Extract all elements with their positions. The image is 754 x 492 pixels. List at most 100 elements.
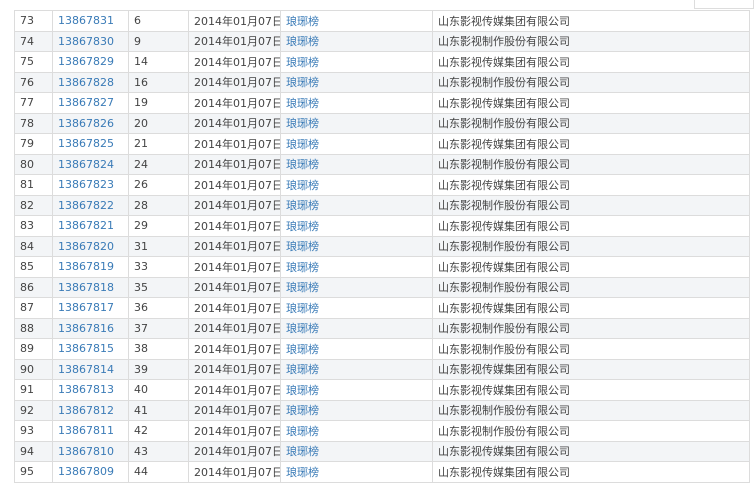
- applicant: 山东影视制作股份有限公司: [432, 276, 750, 298]
- trademark-name[interactable]: 琅琊榜: [280, 112, 433, 134]
- applicant: 山东影视制作股份有限公司: [432, 399, 750, 421]
- class-number: 24: [128, 153, 189, 175]
- date: 2014年01月07日: [188, 153, 281, 175]
- registration-number[interactable]: 13867818: [52, 276, 129, 298]
- trademark-name[interactable]: 琅琊榜: [280, 358, 433, 380]
- table-row: 73 13867831 6 2014年01月07日 琅琊榜 山东影视传媒集团有限公司: [14, 10, 750, 32]
- date: 2014年01月07日: [188, 379, 281, 401]
- class-number: 36: [128, 297, 189, 319]
- registration-number[interactable]: 13867812: [52, 399, 129, 421]
- table-row: 84 13867820 31 2014年01月07日 琅琊榜 山东影视制作股份有限公司: [14, 235, 750, 257]
- applicant: 山东影视传媒集团有限公司: [432, 10, 750, 32]
- date: 2014年01月07日: [188, 338, 281, 360]
- row-index: 83: [14, 215, 53, 237]
- registration-number[interactable]: 13867815: [52, 338, 129, 360]
- applicant: 山东影视制作股份有限公司: [432, 338, 750, 360]
- table-row: 88 13867816 37 2014年01月07日 琅琊榜 山东影视制作股份有限公司: [14, 317, 750, 339]
- date: 2014年01月07日: [188, 256, 281, 278]
- registration-number[interactable]: 13867816: [52, 317, 129, 339]
- date: 2014年01月07日: [188, 71, 281, 93]
- registration-number[interactable]: 13867831: [52, 10, 129, 32]
- registration-number[interactable]: 13867819: [52, 256, 129, 278]
- row-index: 86: [14, 276, 53, 298]
- table-row: 80 13867824 24 2014年01月07日 琅琊榜 山东影视制作股份有限公司: [14, 153, 750, 175]
- table-row: 76 13867828 16 2014年01月07日 琅琊榜 山东影视制作股份有限公司: [14, 71, 750, 93]
- registration-number[interactable]: 13867822: [52, 194, 129, 216]
- row-index: 88: [14, 317, 53, 339]
- trademark-name[interactable]: 琅琊榜: [280, 194, 433, 216]
- class-number: 16: [128, 71, 189, 93]
- applicant: 山东影视传媒集团有限公司: [432, 133, 750, 155]
- table-row: 82 13867822 28 2014年01月07日 琅琊榜 山东影视制作股份有限公司: [14, 194, 750, 216]
- row-index: 80: [14, 153, 53, 175]
- registration-number[interactable]: 13867825: [52, 133, 129, 155]
- trademark-name[interactable]: 琅琊榜: [280, 317, 433, 339]
- date: 2014年01月07日: [188, 112, 281, 134]
- row-index: 89: [14, 338, 53, 360]
- registration-number[interactable]: 13867810: [52, 440, 129, 462]
- trademark-name[interactable]: 琅琊榜: [280, 297, 433, 319]
- row-index: 77: [14, 92, 53, 114]
- class-number: 31: [128, 235, 189, 257]
- trademark-name[interactable]: 琅琊榜: [280, 51, 433, 73]
- registration-number[interactable]: 13867811: [52, 420, 129, 442]
- date: 2014年01月07日: [188, 317, 281, 339]
- trademark-name[interactable]: 琅琊榜: [280, 92, 433, 114]
- date: 2014年01月07日: [188, 10, 281, 32]
- registration-number[interactable]: 13867813: [52, 379, 129, 401]
- trademark-table: 73 13867831 6 2014年01月07日 琅琊榜 山东影视传媒集团有限公司 74 1…: [14, 10, 750, 483]
- row-index: 76: [14, 71, 53, 93]
- registration-number[interactable]: 13867827: [52, 92, 129, 114]
- registration-number[interactable]: 13867829: [52, 51, 129, 73]
- registration-number[interactable]: 13867821: [52, 215, 129, 237]
- applicant: 山东影视制作股份有限公司: [432, 30, 750, 52]
- trademark-name[interactable]: 琅琊榜: [280, 153, 433, 175]
- trademark-name[interactable]: 琅琊榜: [280, 10, 433, 32]
- trademark-name[interactable]: 琅琊榜: [280, 71, 433, 93]
- applicant: 山东影视传媒集团有限公司: [432, 358, 750, 380]
- trademark-name[interactable]: 琅琊榜: [280, 276, 433, 298]
- trademark-name[interactable]: 琅琊榜: [280, 235, 433, 257]
- trademark-name[interactable]: 琅琊榜: [280, 174, 433, 196]
- class-number: 29: [128, 215, 189, 237]
- class-number: 38: [128, 338, 189, 360]
- date: 2014年01月07日: [188, 30, 281, 52]
- applicant: 山东影视传媒集团有限公司: [432, 461, 750, 483]
- registration-number[interactable]: 13867826: [52, 112, 129, 134]
- applicant: 山东影视制作股份有限公司: [432, 235, 750, 257]
- table-row: 90 13867814 39 2014年01月07日 琅琊榜 山东影视传媒集团有限公司: [14, 358, 750, 380]
- registration-number[interactable]: 13867814: [52, 358, 129, 380]
- trademark-name[interactable]: 琅琊榜: [280, 420, 433, 442]
- table-row: 86 13867818 35 2014年01月07日 琅琊榜 山东影视制作股份有限公司: [14, 276, 750, 298]
- trademark-name[interactable]: 琅琊榜: [280, 440, 433, 462]
- trademark-name[interactable]: 琅琊榜: [280, 215, 433, 237]
- table-container: 73 13867831 6 2014年01月07日 琅琊榜 山东影视传媒集团有限公司 74 1…: [14, 10, 750, 483]
- applicant: 山东影视制作股份有限公司: [432, 194, 750, 216]
- trademark-name[interactable]: 琅琊榜: [280, 399, 433, 421]
- row-index: 87: [14, 297, 53, 319]
- row-index: 78: [14, 112, 53, 134]
- trademark-name[interactable]: 琅琊榜: [280, 133, 433, 155]
- registration-number[interactable]: 13867828: [52, 71, 129, 93]
- table-row: 94 13867810 43 2014年01月07日 琅琊榜 山东影视传媒集团有限公司: [14, 440, 750, 462]
- class-number: 20: [128, 112, 189, 134]
- trademark-name[interactable]: 琅琊榜: [280, 461, 433, 483]
- trademark-name[interactable]: 琅琊榜: [280, 338, 433, 360]
- registration-number[interactable]: 13867817: [52, 297, 129, 319]
- registration-number[interactable]: 13867809: [52, 461, 129, 483]
- row-index: 79: [14, 133, 53, 155]
- registration-number[interactable]: 13867830: [52, 30, 129, 52]
- class-number: 9: [128, 30, 189, 52]
- registration-number[interactable]: 13867820: [52, 235, 129, 257]
- row-index: 84: [14, 235, 53, 257]
- date: 2014年01月07日: [188, 92, 281, 114]
- trademark-name[interactable]: 琅琊榜: [280, 30, 433, 52]
- trademark-name[interactable]: 琅琊榜: [280, 379, 433, 401]
- class-number: 43: [128, 440, 189, 462]
- class-number: 19: [128, 92, 189, 114]
- trademark-name[interactable]: 琅琊榜: [280, 256, 433, 278]
- applicant: 山东影视传媒集团有限公司: [432, 215, 750, 237]
- registration-number[interactable]: 13867823: [52, 174, 129, 196]
- registration-number[interactable]: 13867824: [52, 153, 129, 175]
